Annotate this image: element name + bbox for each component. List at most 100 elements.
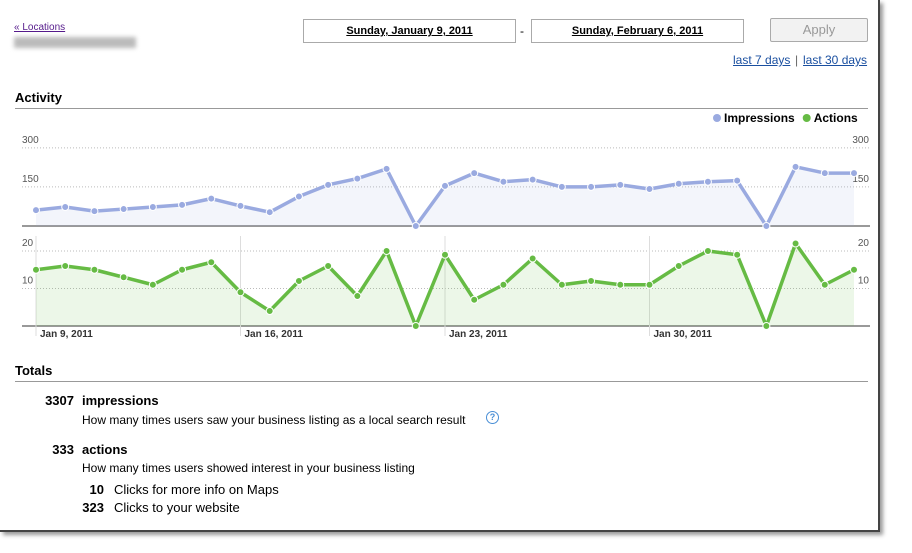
- y-tick-label: 10: [22, 276, 34, 287]
- legend-marker: [713, 114, 721, 122]
- sub-label: Clicks for more info on Maps: [114, 482, 279, 497]
- point: [587, 182, 596, 191]
- point: [820, 280, 829, 289]
- sub-value: 323: [82, 500, 104, 515]
- end-date[interactable]: Sunday, February 6, 2011: [531, 19, 744, 43]
- point: [470, 169, 479, 178]
- total-label: impressions: [82, 393, 159, 408]
- x-tick-label: Jan 16, 2011: [245, 329, 304, 340]
- x-tick-label: Jan 23, 2011: [449, 329, 508, 340]
- point: [441, 250, 449, 259]
- point: [557, 182, 566, 191]
- range-separator: |: [795, 53, 799, 67]
- point: [236, 288, 245, 297]
- point: [148, 202, 157, 211]
- last-30-days[interactable]: last 30 days: [803, 53, 868, 67]
- legend-label: Impressions: [724, 111, 795, 125]
- point: [411, 322, 420, 330]
- point: [207, 258, 216, 267]
- point: [499, 280, 508, 289]
- point: [850, 265, 858, 274]
- point: [587, 277, 596, 285]
- point: [294, 192, 303, 201]
- point: [616, 280, 625, 289]
- point: [850, 169, 858, 178]
- point: [557, 280, 566, 289]
- point: [32, 206, 40, 215]
- point: [791, 162, 800, 171]
- sub-value: 10: [89, 482, 104, 497]
- legend-marker: [802, 114, 811, 122]
- point: [265, 307, 274, 315]
- point: [441, 181, 449, 190]
- point: [32, 265, 40, 274]
- point: [324, 262, 333, 270]
- point: [674, 179, 683, 188]
- point: [353, 292, 362, 300]
- back-link[interactable]: « Locations: [14, 22, 66, 33]
- point: [733, 176, 742, 185]
- last-7-days[interactable]: last 7 days: [733, 53, 791, 67]
- point: [528, 175, 537, 184]
- point: [411, 222, 420, 230]
- panel: « Locations Sunday, January 9, 2011 - Su…: [0, 0, 880, 532]
- point: [528, 254, 537, 263]
- sub-label: Clicks to your website: [114, 500, 240, 515]
- point: [762, 222, 771, 230]
- total-label: actions: [82, 442, 128, 457]
- y-tick-label: 20: [858, 238, 870, 249]
- x-tick-label: Jan 30, 2011: [654, 329, 713, 340]
- total-value: 3307: [45, 393, 74, 408]
- totals-heading: Totals: [15, 363, 868, 382]
- point: [353, 174, 362, 183]
- point: [703, 247, 712, 255]
- area: [36, 166, 854, 226]
- x-tick-label: Jan 9, 2011: [40, 329, 93, 340]
- y-tick-label: 300: [22, 135, 39, 146]
- point: [499, 177, 508, 186]
- point: [645, 280, 654, 289]
- point: [762, 322, 771, 330]
- legend-label: Actions: [814, 111, 858, 125]
- point: [90, 265, 99, 274]
- total-value: 333: [52, 442, 74, 457]
- point: [178, 265, 187, 274]
- point: [178, 200, 187, 209]
- point: [616, 180, 625, 189]
- point: [382, 247, 391, 255]
- point: [324, 180, 333, 189]
- point: [236, 201, 245, 210]
- point: [294, 277, 303, 285]
- point: [90, 207, 99, 216]
- apply-button[interactable]: Apply: [770, 18, 868, 42]
- point: [61, 262, 70, 270]
- point: [119, 273, 128, 282]
- point: [207, 194, 216, 203]
- total-description: How many times users showed interest in …: [82, 461, 415, 475]
- activity-heading: Activity: [15, 90, 868, 109]
- point: [470, 295, 479, 304]
- point: [265, 208, 274, 217]
- activity-chart: Impressions Actions 150 150 300 300 10 10 20 20 Ja…: [22, 111, 870, 340]
- point: [820, 169, 829, 178]
- y-tick-label: 300: [852, 135, 869, 146]
- point: [733, 250, 742, 259]
- blurred-name: [14, 37, 136, 48]
- start-date[interactable]: Sunday, January 9, 2011: [303, 19, 516, 43]
- point: [703, 177, 712, 186]
- point: [148, 280, 157, 289]
- y-tick-label: 150: [852, 174, 869, 185]
- date-separator: -: [520, 24, 524, 38]
- point: [674, 262, 683, 270]
- point: [61, 202, 70, 211]
- total-description: How many times users saw your business l…: [82, 413, 466, 427]
- y-tick-label: 10: [858, 276, 870, 287]
- point: [791, 239, 800, 248]
- area: [36, 243, 854, 326]
- y-tick-label: 20: [22, 238, 34, 249]
- help-icon[interactable]: ?: [486, 411, 499, 424]
- point: [382, 164, 391, 173]
- point: [645, 184, 654, 193]
- y-tick-label: 150: [22, 174, 39, 185]
